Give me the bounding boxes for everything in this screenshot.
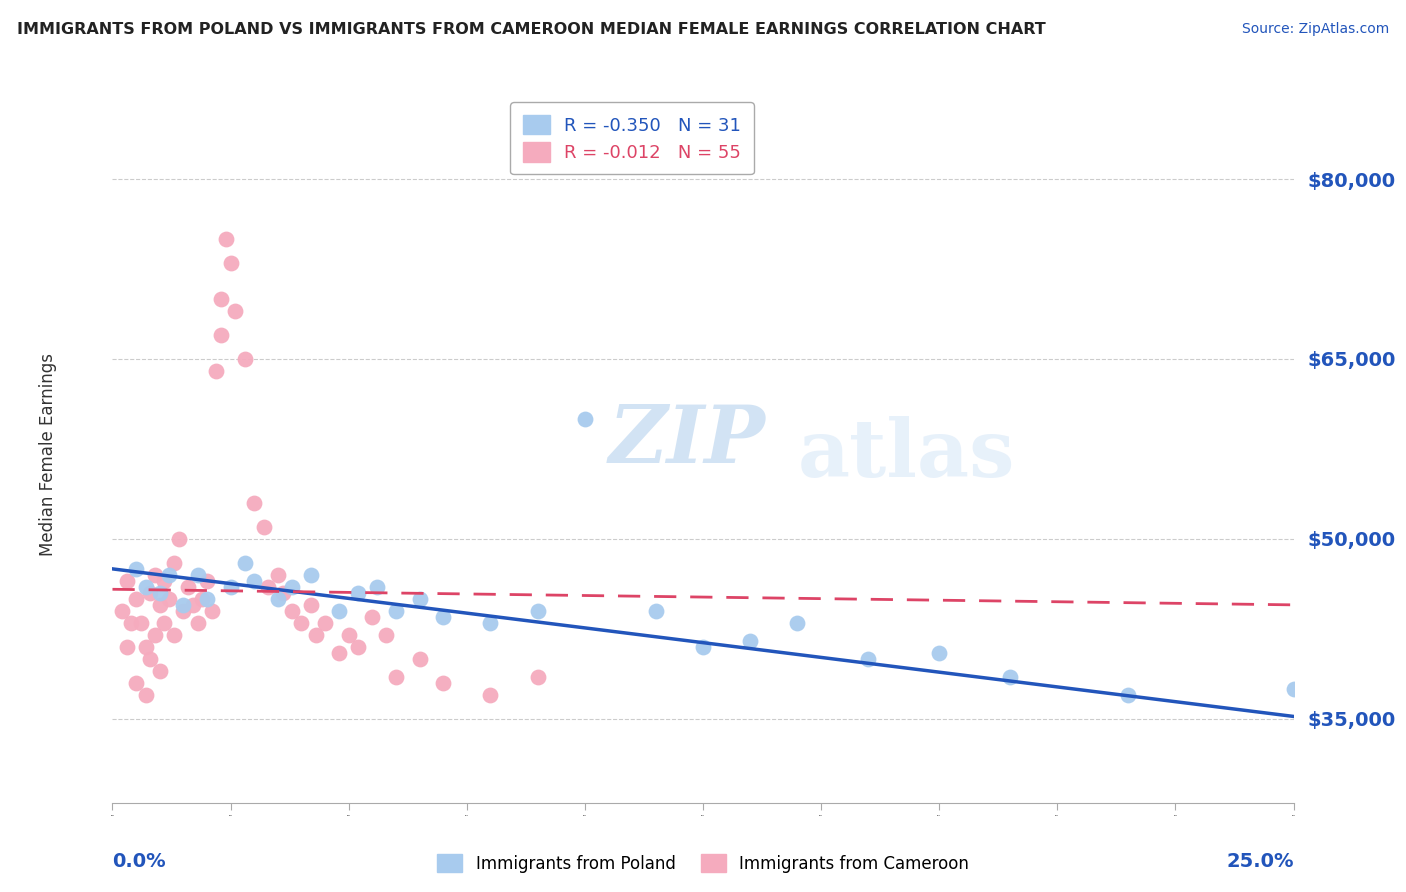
Point	[219, 256, 242, 270]
Point	[172, 604, 194, 618]
Point	[408, 652, 430, 666]
Point	[347, 586, 370, 600]
Point	[740, 633, 762, 648]
Point	[209, 328, 232, 343]
Point	[786, 615, 808, 630]
Point	[375, 628, 398, 642]
Point	[149, 586, 172, 600]
Point	[432, 676, 454, 690]
Point	[299, 567, 322, 582]
Point	[125, 676, 148, 690]
Point	[125, 562, 148, 576]
Point	[574, 412, 596, 426]
Point	[139, 586, 162, 600]
Point	[153, 574, 176, 588]
Point	[167, 532, 190, 546]
Point	[120, 615, 142, 630]
Point	[385, 604, 408, 618]
Point	[224, 304, 246, 318]
Point	[290, 615, 312, 630]
Point	[172, 598, 194, 612]
Point	[253, 520, 276, 534]
Point	[195, 591, 218, 606]
Point	[149, 598, 172, 612]
Point	[233, 351, 256, 366]
Point	[526, 670, 548, 684]
Point	[479, 688, 502, 702]
Point	[143, 567, 166, 582]
Point	[271, 586, 294, 600]
Point	[157, 567, 180, 582]
Point	[153, 615, 176, 630]
Point	[115, 640, 138, 654]
Point	[314, 615, 336, 630]
Point	[328, 604, 350, 618]
Point	[129, 615, 152, 630]
Point	[195, 574, 218, 588]
Point	[644, 604, 666, 618]
Point	[191, 591, 214, 606]
Point	[385, 670, 408, 684]
Text: ZIP: ZIP	[609, 402, 765, 480]
Point	[526, 604, 548, 618]
Point	[692, 640, 714, 654]
Point	[366, 580, 388, 594]
Point	[163, 628, 186, 642]
Point	[1116, 688, 1139, 702]
Text: Median Female Earnings: Median Female Earnings	[38, 353, 56, 557]
Point	[181, 598, 204, 612]
Point	[1282, 681, 1305, 696]
Text: 25.0%: 25.0%	[1226, 852, 1294, 871]
Point	[143, 628, 166, 642]
Point	[267, 567, 290, 582]
Point	[432, 610, 454, 624]
Point	[205, 364, 228, 378]
Point	[257, 580, 280, 594]
Point	[267, 591, 290, 606]
Point	[928, 646, 950, 660]
Point	[219, 580, 242, 594]
Legend: R = -0.350   N = 31, R = -0.012   N = 55: R = -0.350 N = 31, R = -0.012 N = 55	[510, 103, 754, 175]
Point	[201, 604, 224, 618]
Point	[858, 652, 880, 666]
Point	[479, 615, 502, 630]
Point	[186, 615, 208, 630]
Point	[299, 598, 322, 612]
Point	[177, 580, 200, 594]
Point	[209, 292, 232, 306]
Text: Source: ZipAtlas.com: Source: ZipAtlas.com	[1241, 22, 1389, 37]
Point	[111, 604, 134, 618]
Point	[125, 591, 148, 606]
Text: 0.0%: 0.0%	[112, 852, 166, 871]
Legend: Immigrants from Poland, Immigrants from Cameroon: Immigrants from Poland, Immigrants from …	[430, 847, 976, 880]
Point	[135, 688, 157, 702]
Point	[135, 640, 157, 654]
Point	[243, 496, 266, 510]
Point	[281, 580, 304, 594]
Point	[163, 556, 186, 570]
Point	[328, 646, 350, 660]
Point	[408, 591, 430, 606]
Point	[233, 556, 256, 570]
Point	[347, 640, 370, 654]
Point	[361, 610, 384, 624]
Point	[243, 574, 266, 588]
Text: IMMIGRANTS FROM POLAND VS IMMIGRANTS FROM CAMEROON MEDIAN FEMALE EARNINGS CORREL: IMMIGRANTS FROM POLAND VS IMMIGRANTS FRO…	[17, 22, 1046, 37]
Point	[998, 670, 1021, 684]
Point	[186, 567, 208, 582]
Point	[149, 664, 172, 678]
Point	[115, 574, 138, 588]
Point	[281, 604, 304, 618]
Point	[135, 580, 157, 594]
Point	[337, 628, 360, 642]
Point	[304, 628, 326, 642]
Point	[215, 232, 238, 246]
Point	[139, 652, 162, 666]
Text: atlas: atlas	[797, 416, 1015, 494]
Point	[157, 591, 180, 606]
